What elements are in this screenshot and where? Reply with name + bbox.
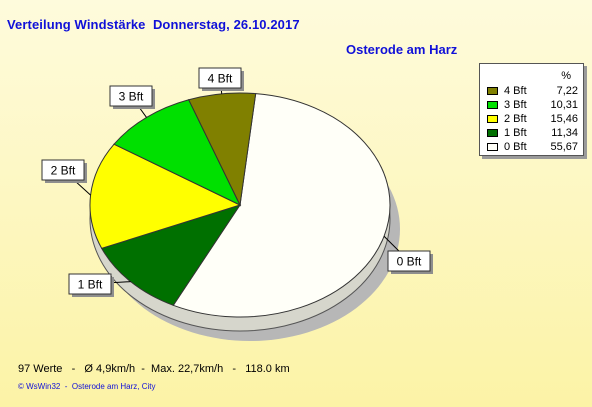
legend-value: 15,46 — [550, 112, 578, 125]
legend-item-0-bft: 0 Bft 55,67 — [487, 140, 578, 153]
legend-label: 4 Bft — [504, 84, 527, 97]
chart-title: Verteilung Windstärke Donnerstag, 26.10.… — [7, 17, 300, 32]
legend-item-1-bft: 1 Bft 11,34 — [487, 126, 578, 139]
slice-label: 0 Bft — [397, 255, 422, 269]
label-box — [109, 85, 153, 107]
label-box — [387, 250, 431, 272]
legend-swatch — [487, 86, 498, 95]
slice-label: 2 Bft — [51, 164, 76, 178]
pie-slice-2-bft — [89, 143, 242, 249]
pie-slice-3-bft — [113, 99, 242, 207]
slice-label: 1 Bft — [78, 278, 103, 292]
label-box — [41, 159, 85, 181]
legend-swatch — [487, 114, 498, 123]
stats-footer: 97 Werte - Ø 4,9km/h - Max. 22,7km/h - 1… — [18, 363, 290, 375]
legend-label: 1 Bft — [504, 126, 527, 139]
legend-value: 10,31 — [550, 98, 578, 111]
legend-unit: % — [561, 70, 571, 82]
legend-label: 3 Bft — [504, 98, 527, 111]
credit-footer: © WsWin32 - Osterode am Harz, City — [18, 382, 156, 391]
legend-value: 7,22 — [556, 84, 578, 97]
label-box — [198, 67, 242, 89]
slice-label: 4 Bft — [208, 72, 233, 86]
legend-value: 55,67 — [550, 140, 578, 153]
label-box — [68, 273, 112, 295]
legend-label: 0 Bft — [504, 140, 527, 153]
legend-swatch — [487, 100, 498, 109]
chart-subtitle: Osterode am Harz — [346, 42, 458, 57]
legend-item-2-bft: 2 Bft 15,46 — [487, 112, 578, 125]
pie-slice-4-bft — [188, 92, 257, 207]
slice-label: 3 Bft — [119, 90, 144, 104]
legend-swatch — [487, 128, 498, 137]
pie-slice-1-bft — [100, 204, 242, 306]
legend-value: 11,34 — [551, 126, 578, 139]
chart-legend: % 4 Bft 7,22 3 Bft 10,31 2 Bft 15,46 1 B… — [479, 63, 584, 156]
legend-item-3-bft: 3 Bft 10,31 — [487, 98, 578, 111]
legend-swatch — [487, 142, 498, 151]
legend-item-4-bft: 4 Bft 7,22 — [487, 84, 578, 97]
legend-label: 2 Bft — [504, 112, 527, 125]
